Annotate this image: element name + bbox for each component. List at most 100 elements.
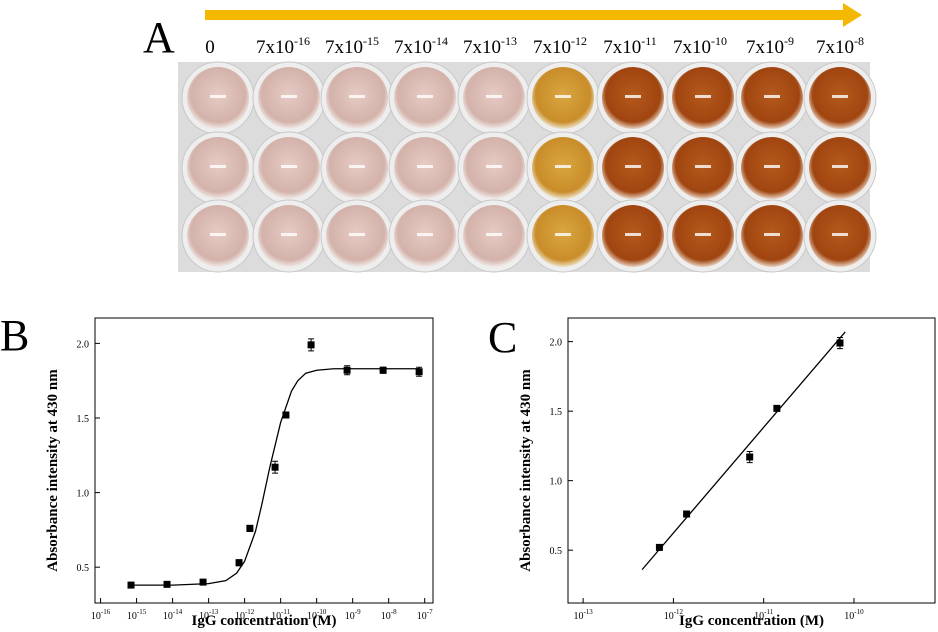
- concentration-label: 7x10-15: [325, 34, 379, 58]
- well-glare: [417, 165, 433, 168]
- y-tick-label: 1.0: [77, 489, 90, 500]
- label-exp: -12: [571, 34, 587, 48]
- tick-exp: -8: [391, 608, 397, 616]
- charts: B IgG concentration (M) Absorbance intensi…: [0, 311, 936, 629]
- well-glare: [486, 95, 502, 98]
- x-tick-label: 10-11: [271, 608, 291, 622]
- label-base: 7x10: [673, 37, 711, 58]
- y-tick-label: 0.5: [550, 546, 563, 557]
- tick-exp: -12: [674, 608, 684, 616]
- x-axis-title: IgG concentration (M): [192, 613, 337, 629]
- y-tick-label: 1.5: [77, 414, 90, 425]
- wells: [181, 61, 877, 273]
- well-glare: [832, 165, 848, 168]
- well-glare: [832, 95, 848, 98]
- well-glare: [349, 165, 365, 168]
- data-point: [199, 578, 207, 586]
- tick-exp: -16: [101, 608, 111, 616]
- data-point: [163, 580, 171, 588]
- well-glare: [210, 95, 226, 98]
- x-tick-label: 10-7: [417, 608, 433, 622]
- tick-base: 10: [127, 611, 137, 622]
- well-glare: [417, 95, 433, 98]
- tick-base: 10: [754, 611, 764, 622]
- tick-base: 10: [573, 611, 583, 622]
- y-tick-label: 2.0: [77, 339, 90, 350]
- label-exp: -13: [501, 34, 517, 48]
- well-glare: [349, 233, 365, 236]
- concentration-label: 7x10-16: [256, 34, 310, 58]
- data-point: [415, 368, 423, 376]
- label-exp: -8: [854, 34, 864, 48]
- label-base: 7x10: [394, 37, 432, 58]
- concentration-label: 7x10-9: [746, 34, 794, 58]
- arrow: [205, 3, 862, 27]
- x-tick-label: 10-13: [199, 608, 219, 622]
- x-tick-label: 10-14: [163, 608, 183, 622]
- well-glare: [625, 95, 641, 98]
- x-tick-label: 10-15: [127, 608, 147, 622]
- tick-base: 10: [91, 611, 101, 622]
- well-glare: [555, 233, 571, 236]
- data-point: [127, 581, 135, 589]
- y-tick-label: 1.5: [550, 407, 563, 418]
- well-glare: [281, 233, 297, 236]
- tick-base: 10: [271, 611, 281, 622]
- well-glare: [764, 165, 780, 168]
- concentration-label: 0: [205, 37, 215, 58]
- tick-exp: -9: [355, 608, 361, 616]
- label-exp: -14: [432, 34, 448, 48]
- y-axis-title: Absorbance intensity at 430 nm: [45, 369, 61, 572]
- x-tick-label: 10-12: [664, 608, 684, 622]
- fit-line: [131, 368, 420, 586]
- panel-label: C: [488, 313, 517, 362]
- plot-frame: [567, 317, 936, 604]
- x-tick-label: 10-12: [235, 608, 255, 622]
- well-glare: [764, 233, 780, 236]
- concentration-label: 7x10-14: [394, 34, 448, 58]
- concentration-label: 7x10-12: [533, 34, 587, 58]
- well-glare: [764, 95, 780, 98]
- tick-base: 10: [163, 611, 173, 622]
- well-glare: [281, 95, 297, 98]
- tick-exp: -10: [317, 608, 327, 616]
- concentration-label: 7x10-8: [816, 34, 864, 58]
- y-tick-label: 1.0: [550, 477, 563, 488]
- concentration-label: 7x10-13: [463, 34, 517, 58]
- label-exp: -11: [641, 34, 657, 48]
- data-point: [282, 411, 290, 419]
- tick-exp: -13: [209, 608, 219, 616]
- concentration-labels: 0 7x10-16 7x10-15 7x10-14 7x10-13 7x10-12 7x10…: [205, 34, 864, 58]
- label-base: 7x10: [463, 37, 501, 58]
- tick-base: 10: [381, 611, 391, 622]
- tick-exp: -14: [173, 608, 183, 616]
- tick-base: 10: [844, 611, 854, 622]
- data-point: [655, 543, 663, 551]
- y-tick-label: 0.5: [77, 563, 90, 574]
- label-base: 7x10: [256, 37, 294, 58]
- tick-base: 10: [307, 611, 317, 622]
- well-glare: [555, 165, 571, 168]
- tick-base: 10: [417, 611, 427, 622]
- tick-exp: -15: [137, 608, 147, 616]
- tick-base: 10: [664, 611, 674, 622]
- x-axis-title: IgG concentration (M): [679, 613, 824, 629]
- data-point: [246, 524, 254, 532]
- y-axis-title: Absorbance intensity at 430 nm: [518, 369, 534, 572]
- tick-base: 10: [199, 611, 209, 622]
- x-tick-label: 10-10: [844, 608, 864, 622]
- label-exp: -16: [294, 34, 310, 48]
- label-exp: -15: [363, 34, 379, 48]
- tick-exp: -11: [281, 608, 291, 616]
- label-base: 7x10: [533, 37, 571, 58]
- data-point: [271, 463, 279, 471]
- well-glare: [625, 233, 641, 236]
- tick-exp: -12: [245, 608, 255, 616]
- well-glare: [210, 233, 226, 236]
- data-point: [683, 510, 691, 518]
- well-glare: [625, 165, 641, 168]
- plot-frame: [94, 317, 434, 604]
- tick-exp: -13: [583, 608, 593, 616]
- label-base: 7x10: [816, 37, 854, 58]
- tick-exp: -7: [427, 608, 433, 616]
